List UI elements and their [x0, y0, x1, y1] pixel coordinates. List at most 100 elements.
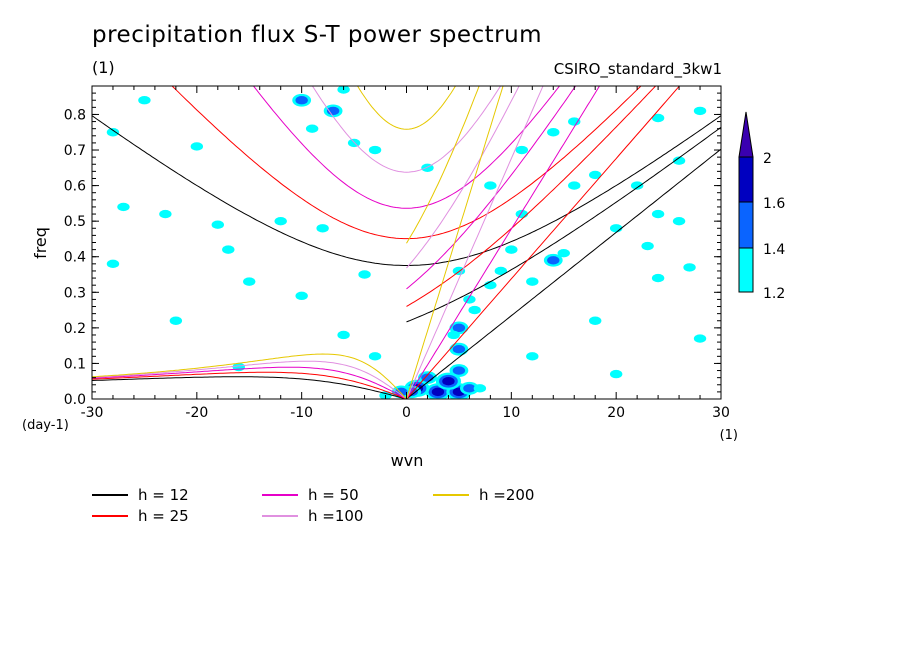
heatmap-blob	[159, 209, 172, 219]
heatmap-blob	[683, 263, 696, 272]
heatmap-blob	[672, 216, 686, 226]
dispersion-curve-mrg	[406, 86, 577, 290]
dispersion-curve-ig	[356, 86, 457, 130]
heatmap-blob	[463, 384, 476, 393]
heatmap-blob	[452, 345, 466, 354]
x-tick-label: -30	[81, 405, 104, 421]
colorbar-segment	[738, 247, 754, 293]
chart-title: precipitation flux S-T power spectrum	[92, 22, 543, 48]
heatmap-blob	[641, 241, 654, 251]
legend-label: h = 50	[308, 486, 359, 504]
heatmap-blob	[243, 277, 256, 286]
heatmap-blob	[274, 216, 287, 226]
dispersion-curve-ig	[311, 86, 502, 173]
heatmap-blob	[452, 323, 466, 333]
heatmap-blob	[442, 377, 455, 386]
y-tick-label: 0.0	[64, 392, 86, 408]
colorbar: 1.2 1.4 1.6 2	[738, 111, 785, 302]
heatmap-blob	[672, 156, 686, 165]
x-tick-label: 0	[402, 405, 411, 421]
heatmap-blob	[337, 330, 350, 340]
heatmap-blob	[609, 369, 623, 379]
heatmap-blob	[526, 277, 539, 286]
dispersion-curve-ig	[252, 86, 561, 209]
dispersion-curve-mrg	[406, 86, 657, 307]
heatmap-blob	[447, 330, 460, 340]
heatmap-blob	[222, 245, 235, 254]
y-tick-label: 0.8	[64, 107, 86, 123]
legend-label: h = 12	[138, 486, 189, 504]
heatmap-contours	[106, 86, 707, 399]
dispersion-curve-mrg	[406, 126, 721, 323]
heatmap-blob	[190, 142, 204, 151]
dispersion-curve-mrg	[406, 86, 520, 269]
heatmap-blob	[358, 270, 371, 279]
heatmap-blob	[651, 113, 665, 123]
x-tick-label: 20	[607, 405, 625, 421]
heatmap-blob	[651, 273, 665, 283]
heatmap-blob	[431, 387, 445, 397]
heatmap-blob	[211, 220, 224, 229]
dispersion-curve-mrg	[406, 86, 480, 244]
heatmap-blob	[568, 181, 581, 190]
heatmap-blob	[651, 209, 665, 219]
y-tick-label: 0.4	[64, 250, 86, 266]
axes: -30 -20 -10 0 10 20 30 0.0 0.1 0.2 0.3 0.4 0.5 0.6 0.7…	[64, 86, 730, 421]
heatmap-blob	[468, 305, 481, 315]
heatmap-blob	[505, 245, 518, 254]
heatmap-blob	[106, 128, 120, 137]
heatmap-blob	[368, 352, 382, 361]
heatmap-blob	[589, 170, 602, 180]
dispersion-curve-er	[92, 371, 407, 399]
y-unit-label: (day-1)	[22, 418, 69, 433]
heatmap-blob	[630, 181, 644, 190]
x-axis-label: wvn	[391, 451, 424, 470]
y-tick-label: 0.5	[64, 214, 86, 230]
legend-label: h =100	[308, 507, 363, 525]
dispersion-curve-er	[92, 360, 407, 399]
dispersion-curves	[92, 86, 721, 399]
dispersion-curve-kelvin	[406, 86, 601, 399]
heatmap-blob	[452, 366, 466, 375]
top-left-unit-label: (1)	[92, 58, 115, 77]
heatmap-blob	[557, 248, 570, 258]
heatmap-blob	[526, 352, 539, 361]
heatmap-blob	[138, 96, 151, 105]
x-tick-label: 10	[502, 405, 520, 421]
heatmap-blob	[494, 266, 508, 276]
dispersion-curve-er	[92, 366, 407, 399]
y-tick-label: 0.7	[64, 143, 86, 159]
y-tick-label: 0.3	[64, 285, 86, 301]
heatmap-blob	[609, 224, 623, 233]
heatmap-blob	[305, 124, 319, 133]
dispersion-curve-kelvin	[406, 86, 681, 399]
heatmap-blob	[169, 316, 183, 325]
legend-label: h =200	[479, 486, 534, 504]
dispersion-curve-ig	[92, 115, 721, 266]
legend-label: h = 25	[138, 507, 189, 525]
x-tick-label: -10	[290, 405, 313, 421]
heatmap-blob	[515, 145, 529, 155]
x-tick-label: 30	[712, 405, 730, 421]
heatmap-blob	[316, 224, 329, 233]
heatmap-blob	[295, 291, 308, 301]
source-label: CSIRO_standard_3kw1	[553, 60, 722, 78]
x-tick-label: -20	[185, 405, 208, 421]
legend: h = 12 h = 25 h = 50 h =100 h =200	[92, 486, 534, 525]
heatmap-blob	[473, 384, 487, 393]
dispersion-curve-er	[92, 353, 407, 399]
heatmap-blob	[568, 117, 581, 126]
colorbar-segment	[738, 201, 754, 249]
colorbar-label: 2	[763, 151, 772, 167]
heatmap-blob	[693, 334, 707, 343]
colorbar-label: 1.2	[763, 286, 785, 302]
y-tick-label: 0.2	[64, 321, 86, 337]
heatmap-blob	[547, 256, 560, 265]
dispersion-curve-ig	[171, 86, 642, 240]
heatmap-blob	[106, 259, 120, 269]
colorbar-top-arrow	[738, 111, 754, 158]
colorbar-label: 1.6	[763, 196, 785, 212]
colorbar-segment	[738, 156, 754, 203]
dispersion-curve-kelvin	[406, 86, 504, 399]
